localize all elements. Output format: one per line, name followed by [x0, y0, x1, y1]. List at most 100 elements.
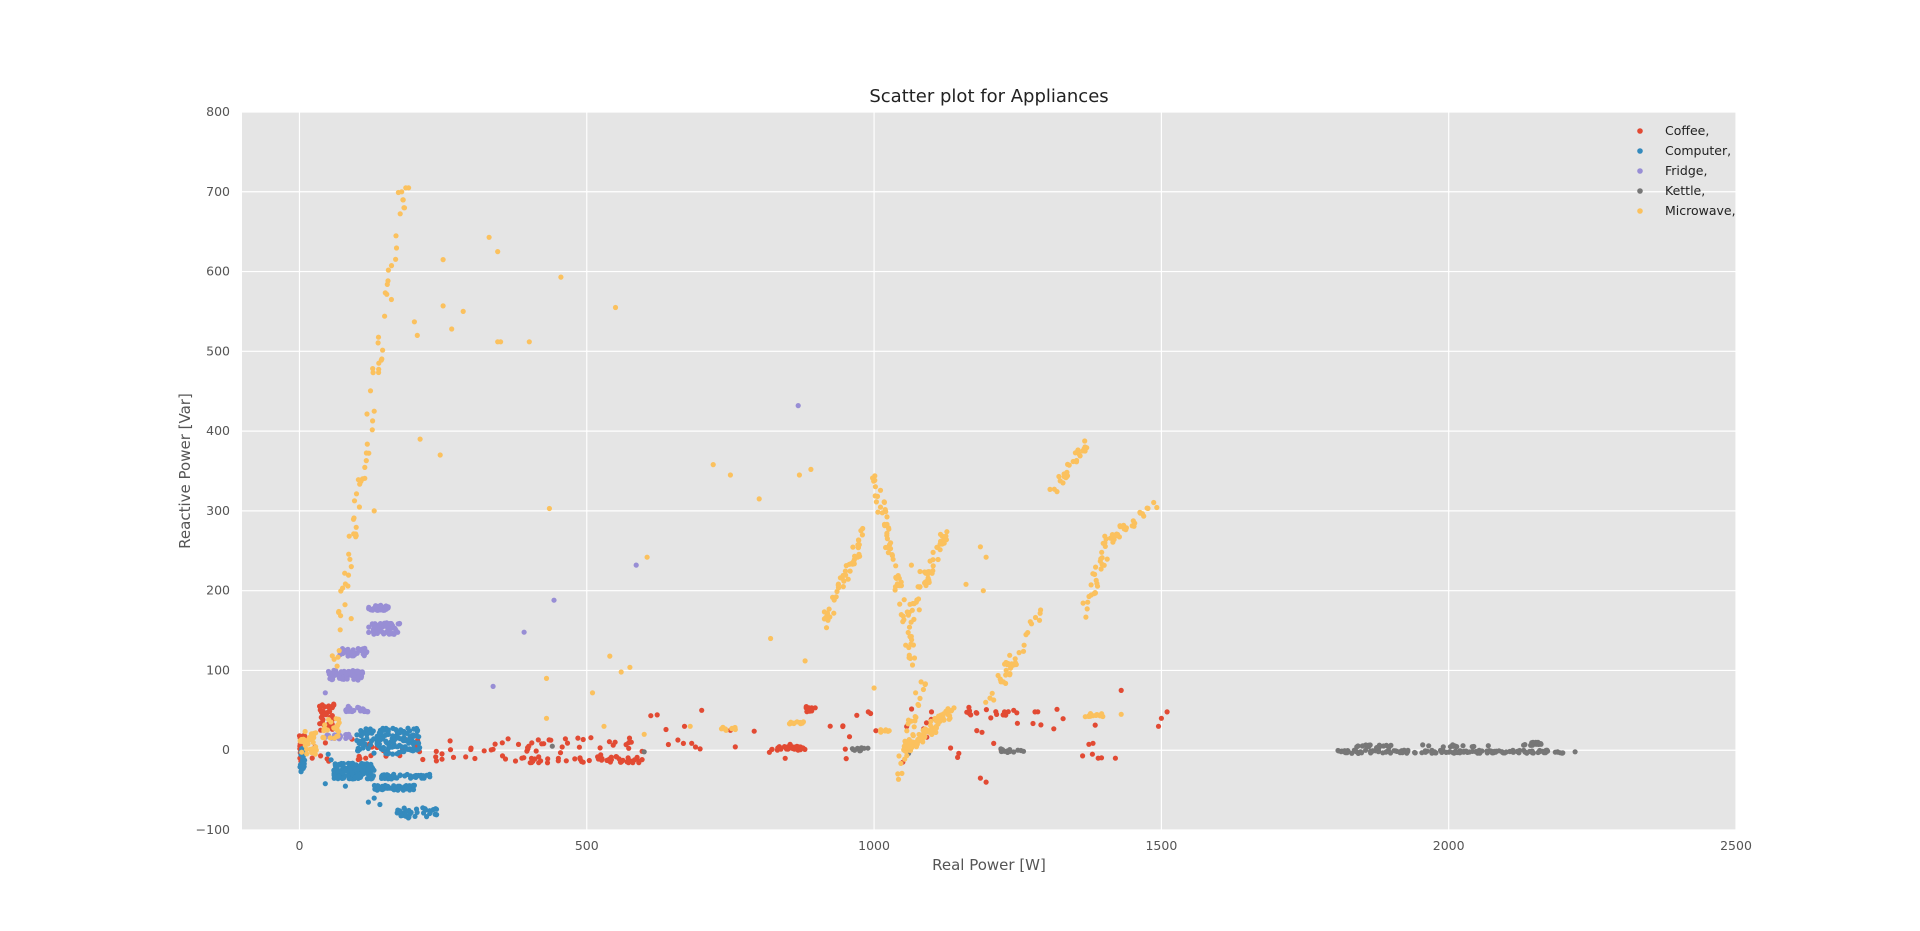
- scatter-point: [336, 729, 342, 735]
- scatter-point: [299, 749, 305, 755]
- scatter-point: [963, 581, 969, 587]
- scatter-point: [913, 744, 920, 750]
- scatter-point: [335, 722, 341, 729]
- scatter-point: [1364, 744, 1370, 750]
- scatter-point: [865, 709, 871, 715]
- scatter-point: [930, 568, 936, 574]
- y-tick-label: −100: [196, 822, 230, 837]
- scatter-point: [1457, 750, 1463, 756]
- scatter-point: [356, 673, 362, 679]
- scatter-point: [710, 462, 716, 468]
- scatter-point: [665, 741, 672, 748]
- scatter-point: [414, 809, 420, 816]
- scatter-point: [922, 734, 928, 740]
- scatter-point: [321, 735, 327, 741]
- scatter-point: [339, 770, 345, 776]
- scatter-point: [373, 603, 379, 609]
- scatter-point: [1354, 744, 1360, 750]
- scatter-point: [539, 741, 545, 747]
- scatter-point: [878, 729, 884, 735]
- scatter-point: [626, 735, 633, 741]
- scatter-point: [380, 347, 386, 353]
- x-tick-label: 1000: [858, 838, 890, 853]
- scatter-point: [301, 737, 307, 743]
- scatter-point: [336, 675, 343, 681]
- scatter-point: [370, 366, 376, 372]
- scatter-point: [385, 278, 391, 284]
- scatter-point: [699, 707, 705, 713]
- scatter-point: [342, 602, 348, 608]
- scatter-point: [849, 746, 856, 752]
- scatter-point: [401, 205, 407, 211]
- scatter-point: [877, 487, 884, 493]
- scatter-point: [379, 736, 386, 742]
- gridlines: [242, 111, 1737, 831]
- scatter-point: [391, 743, 398, 750]
- scatter-point: [1003, 667, 1009, 674]
- scatter-point: [979, 729, 985, 735]
- scatter-point: [614, 754, 620, 760]
- scatter-point: [1489, 749, 1495, 755]
- scatter-point: [1158, 715, 1164, 721]
- scatter-point: [405, 725, 411, 731]
- scatter-point: [559, 744, 565, 750]
- scatter-point: [354, 668, 360, 675]
- scatter-point: [342, 783, 348, 789]
- scatter-point: [348, 564, 354, 570]
- scatter-point: [318, 753, 324, 759]
- scatter-point: [689, 740, 695, 746]
- scatter-point: [345, 583, 351, 589]
- scatter-point: [1094, 583, 1101, 589]
- scatter-point: [1440, 744, 1446, 750]
- scatter-point: [346, 551, 352, 557]
- scatter-point: [1104, 556, 1110, 562]
- scatter-point: [371, 750, 377, 756]
- scatter-point: [367, 729, 373, 736]
- scatter-point: [1081, 446, 1087, 452]
- scatter-point: [1047, 486, 1053, 492]
- scatter-point: [877, 504, 884, 510]
- scatter-point: [597, 745, 603, 751]
- scatter-point: [318, 703, 324, 709]
- scatter-point: [392, 774, 398, 781]
- scatter-point: [400, 197, 406, 203]
- scatter-point: [557, 750, 564, 756]
- y-tick-label: 0: [222, 742, 230, 757]
- scatter-point: [980, 588, 986, 594]
- scatter-point: [692, 744, 699, 750]
- scatter-point: [379, 775, 385, 782]
- scatter-point: [606, 756, 613, 762]
- scatter-point: [617, 759, 624, 765]
- scatter-point: [845, 576, 851, 582]
- scatter-point: [922, 579, 929, 585]
- scatter-point: [983, 779, 989, 785]
- scatter-point: [808, 466, 814, 472]
- scatter-point: [364, 649, 370, 655]
- scatter-point: [873, 499, 880, 505]
- scatter-point: [881, 499, 887, 505]
- scatter-point: [606, 739, 613, 745]
- scatter-point: [654, 712, 660, 718]
- x-tick-label: 0: [295, 838, 303, 853]
- scatter-point: [687, 723, 693, 729]
- scatter-point: [732, 744, 738, 750]
- scatter-point: [821, 609, 828, 615]
- scatter-point: [856, 537, 862, 544]
- scatter-point: [364, 411, 370, 417]
- scatter-point: [884, 530, 890, 536]
- scatter-point: [595, 754, 601, 760]
- scatter-point: [834, 588, 840, 595]
- scatter-point: [1450, 743, 1456, 749]
- scatter-point: [447, 747, 454, 753]
- scatter-point: [1093, 564, 1099, 570]
- scatter-point: [1030, 720, 1036, 727]
- scatter-point: [406, 185, 412, 191]
- scatter-point: [895, 771, 901, 777]
- scatter-point: [331, 656, 337, 662]
- scatter-point: [917, 695, 923, 702]
- scatter-point: [371, 736, 377, 742]
- scatter-point: [917, 568, 923, 575]
- scatter-point: [376, 730, 382, 736]
- scatter-point: [385, 750, 392, 756]
